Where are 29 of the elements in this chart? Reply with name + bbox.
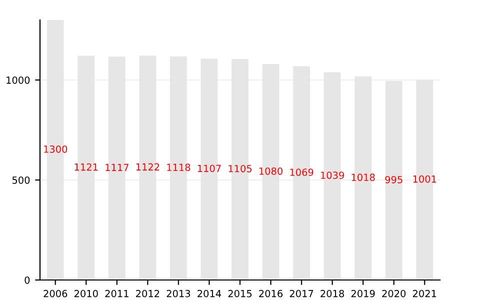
data-label: 1080 [259,167,282,175]
x-tick-label: 2018 [320,290,344,298]
data-label: 1018 [352,174,375,182]
x-tick-label: 2017 [290,290,314,298]
data-label: 1122 [136,163,160,170]
x-tick-label: 2010 [74,290,98,298]
data-label: 1001 [413,175,436,183]
x-tick-label: 2020 [382,290,406,298]
x-tick-label: 2013 [166,290,190,298]
data-label: 995 [385,176,402,184]
data-label: 1118 [167,164,190,172]
x-tick-label: 2015 [228,290,252,298]
data-label: 1105 [228,164,252,172]
y-tick-label: 1000 [6,76,30,84]
data-label: 1300 [44,145,68,153]
x-tick-label: 2006 [44,290,68,298]
data-label: 1069 [290,168,314,176]
x-tick-label: 2016 [259,290,283,298]
y-tick-label: 0 [24,276,30,284]
data-label: 1121 [74,163,98,171]
data-label: 1039 [321,172,344,179]
x-tick-label: 2021 [412,290,436,298]
x-tick-label: 2012 [136,290,160,298]
y-tick-label: 500 [12,176,30,184]
x-tick-label: 2011 [105,290,128,298]
data-label: 1107 [198,164,221,172]
x-tick-label: 2014 [198,290,222,298]
data-label: 1117 [106,164,128,171]
x-tick-label: 2019 [351,290,375,298]
